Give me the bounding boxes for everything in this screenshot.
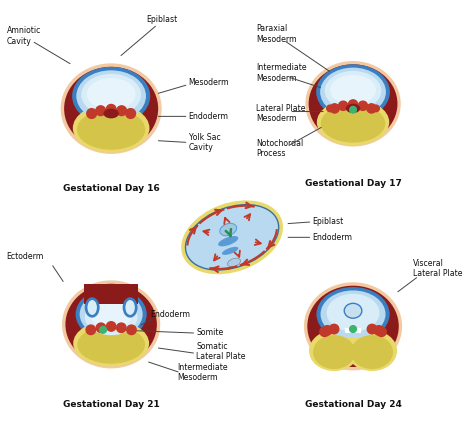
Ellipse shape xyxy=(346,104,360,113)
Ellipse shape xyxy=(313,335,355,369)
Ellipse shape xyxy=(317,287,390,341)
Circle shape xyxy=(327,105,333,112)
Text: Somatic
Lateral Plate: Somatic Lateral Plate xyxy=(196,342,246,361)
Ellipse shape xyxy=(185,205,279,270)
Circle shape xyxy=(367,104,376,113)
Ellipse shape xyxy=(316,64,390,120)
Text: Mesoderm: Mesoderm xyxy=(189,78,229,87)
Ellipse shape xyxy=(305,61,401,147)
Ellipse shape xyxy=(347,330,397,371)
Circle shape xyxy=(100,326,106,333)
Text: Somite: Somite xyxy=(196,328,224,337)
Circle shape xyxy=(127,325,136,335)
Bar xyxy=(84,284,138,304)
Text: Yolk Sac
Cavity: Yolk Sac Cavity xyxy=(189,133,220,152)
Ellipse shape xyxy=(309,330,359,371)
Ellipse shape xyxy=(320,68,386,116)
Ellipse shape xyxy=(222,247,238,255)
Text: Endoderm: Endoderm xyxy=(189,112,228,121)
Text: Amniotic
Cavity: Amniotic Cavity xyxy=(7,26,41,46)
Ellipse shape xyxy=(75,288,147,341)
Ellipse shape xyxy=(73,104,149,152)
Circle shape xyxy=(106,105,116,114)
Text: Gestational Day 16: Gestational Day 16 xyxy=(63,184,160,193)
Ellipse shape xyxy=(123,297,137,318)
Ellipse shape xyxy=(317,99,389,145)
Ellipse shape xyxy=(103,108,119,118)
Ellipse shape xyxy=(72,67,150,125)
Circle shape xyxy=(367,324,377,334)
Text: Endoderm: Endoderm xyxy=(150,310,190,319)
Ellipse shape xyxy=(325,71,381,110)
Ellipse shape xyxy=(76,70,146,122)
Text: Intermediate
Mesoderm: Intermediate Mesoderm xyxy=(256,63,307,82)
Circle shape xyxy=(106,322,116,331)
Bar xyxy=(345,328,361,333)
Circle shape xyxy=(350,106,356,113)
Ellipse shape xyxy=(125,300,135,315)
Ellipse shape xyxy=(87,300,97,315)
Ellipse shape xyxy=(61,63,162,154)
Ellipse shape xyxy=(80,291,143,337)
Ellipse shape xyxy=(307,286,399,367)
Circle shape xyxy=(87,108,97,118)
Ellipse shape xyxy=(218,236,238,247)
Ellipse shape xyxy=(309,64,398,143)
Ellipse shape xyxy=(64,67,158,151)
Circle shape xyxy=(374,326,383,335)
Circle shape xyxy=(86,325,96,335)
Ellipse shape xyxy=(91,302,131,329)
Ellipse shape xyxy=(87,78,136,110)
Text: Epiblast: Epiblast xyxy=(312,217,344,227)
Ellipse shape xyxy=(304,282,402,370)
Circle shape xyxy=(117,323,126,332)
Ellipse shape xyxy=(330,75,376,105)
Text: Lateral Plate
Mesoderm: Lateral Plate Mesoderm xyxy=(256,104,306,123)
Ellipse shape xyxy=(81,74,141,115)
Circle shape xyxy=(96,323,106,332)
Text: Paraxial
Mesoderm: Paraxial Mesoderm xyxy=(256,24,297,44)
Text: Epiblast: Epiblast xyxy=(146,15,177,24)
Text: Gestational Day 17: Gestational Day 17 xyxy=(305,179,401,188)
Text: Intermediate
Mesoderm: Intermediate Mesoderm xyxy=(177,363,228,382)
Text: Gestational Day 21: Gestational Day 21 xyxy=(63,400,160,409)
Ellipse shape xyxy=(228,258,240,267)
Ellipse shape xyxy=(73,320,149,366)
Ellipse shape xyxy=(85,297,100,318)
Circle shape xyxy=(117,106,127,115)
Ellipse shape xyxy=(351,335,393,369)
Ellipse shape xyxy=(182,202,282,273)
Circle shape xyxy=(126,108,136,118)
Circle shape xyxy=(329,324,339,334)
Circle shape xyxy=(338,101,348,110)
Circle shape xyxy=(330,104,339,113)
Circle shape xyxy=(96,106,106,115)
Ellipse shape xyxy=(62,280,160,368)
Ellipse shape xyxy=(344,303,362,318)
Circle shape xyxy=(320,327,329,336)
Text: Visceral
Lateral Plate: Visceral Lateral Plate xyxy=(413,259,463,278)
Ellipse shape xyxy=(85,299,137,335)
Text: Gestational Day 24: Gestational Day 24 xyxy=(305,400,401,409)
Ellipse shape xyxy=(77,109,146,150)
Ellipse shape xyxy=(327,294,380,332)
Ellipse shape xyxy=(77,326,145,364)
Ellipse shape xyxy=(220,224,237,236)
Circle shape xyxy=(323,326,332,335)
Circle shape xyxy=(377,327,386,336)
Circle shape xyxy=(358,101,367,110)
Circle shape xyxy=(348,100,358,109)
Text: Endoderm: Endoderm xyxy=(312,233,352,242)
Ellipse shape xyxy=(320,290,385,338)
Circle shape xyxy=(373,105,379,112)
Ellipse shape xyxy=(65,284,157,365)
Text: Ectoderm: Ectoderm xyxy=(7,252,44,261)
Ellipse shape xyxy=(321,105,385,143)
Circle shape xyxy=(350,326,356,332)
Text: Notochordal
Process: Notochordal Process xyxy=(256,138,303,158)
